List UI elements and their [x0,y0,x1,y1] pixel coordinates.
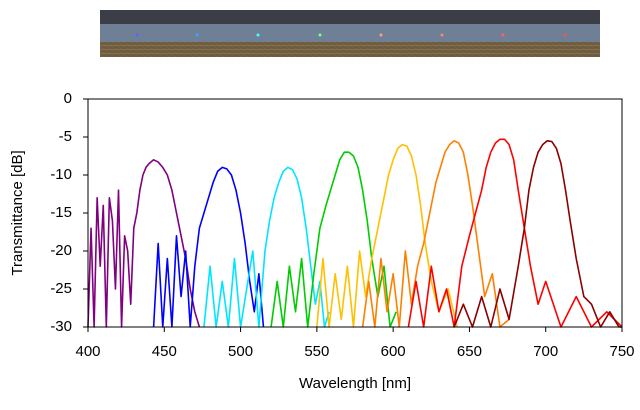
x-tick-label: 400 [75,343,100,360]
x-tick-label: 650 [457,343,482,360]
x-axis-label: Wavelength [nm] [299,375,411,392]
y-tick-label: -25 [50,280,72,297]
series-line [270,151,397,328]
x-tick-label: 600 [381,343,406,360]
y-tick-label: 0 [64,90,72,107]
y-tick-label: -5 [59,128,72,145]
series-line [407,138,623,328]
x-tick-label: 550 [304,343,329,360]
y-tick-label: -15 [50,204,72,221]
photo-strip [100,10,600,57]
y-tick-label: -10 [50,166,72,183]
y-axis-label: Transmittance [dB] [9,150,26,275]
y-tick-label: -20 [50,242,72,259]
series-line [87,159,201,328]
x-tick-label: 750 [609,343,634,360]
series-line [316,143,458,328]
x-tick-label: 450 [152,343,177,360]
series-line [152,166,265,328]
series-line [453,140,622,328]
x-tick-label: 700 [533,343,558,360]
y-tick-label: -30 [50,318,72,335]
series-line [361,140,510,328]
x-tick-label: 500 [228,343,253,360]
